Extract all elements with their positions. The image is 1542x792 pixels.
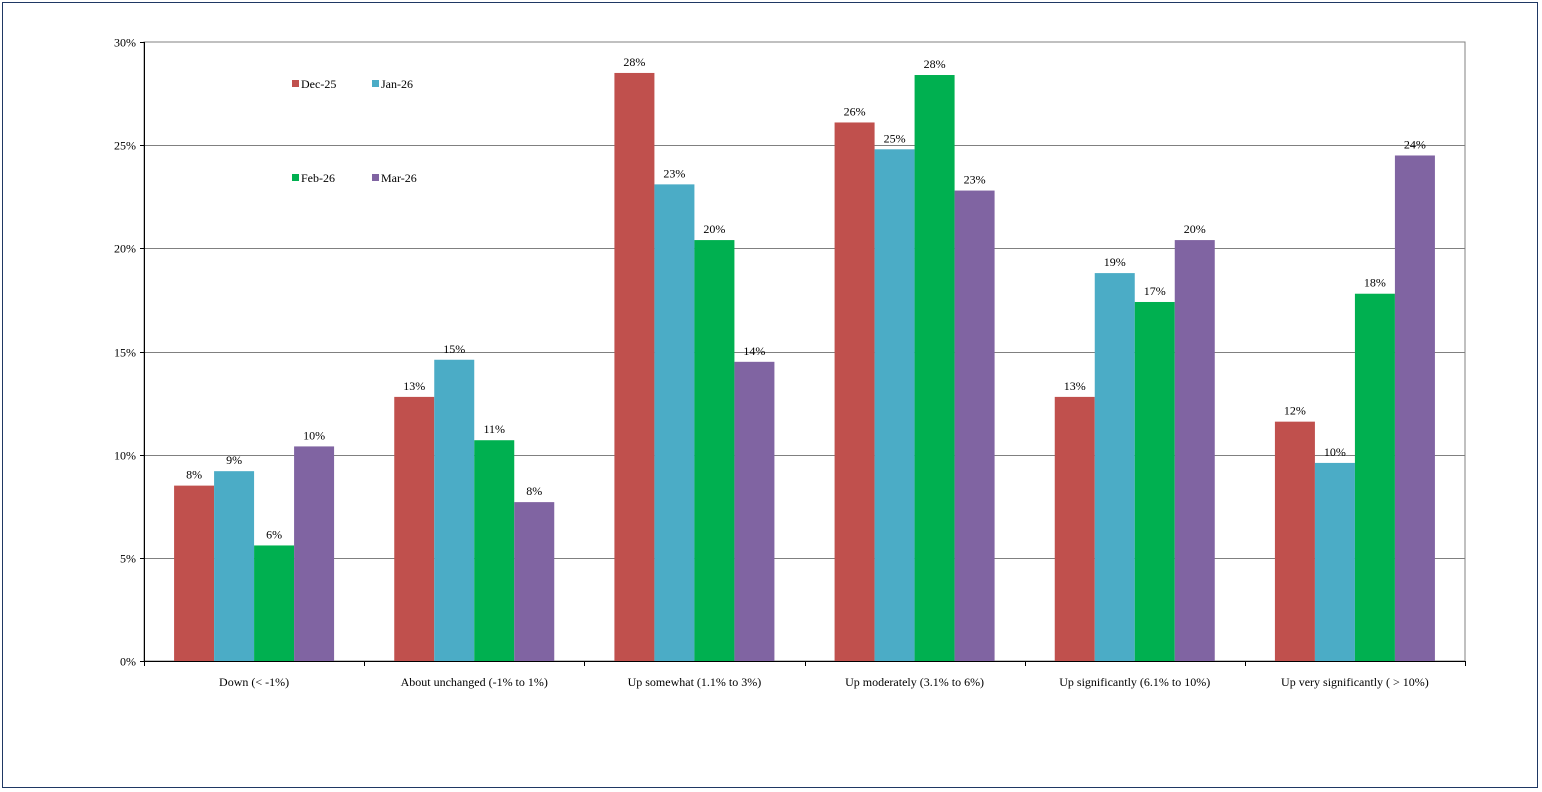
data-label: 10%	[303, 428, 325, 442]
bar-dec-25	[614, 72, 655, 661]
y-tick-label: 5%	[120, 552, 136, 566]
data-label: 9%	[226, 453, 242, 467]
data-label: 18%	[1364, 276, 1386, 290]
y-tick-label: 0%	[120, 655, 136, 669]
data-label: 8%	[526, 484, 542, 498]
bar-jan-26	[1314, 462, 1355, 661]
plot-area	[143, 41, 1466, 662]
bar-dec-25	[394, 396, 435, 661]
x-tick-label: Up significantly (6.1% to 10%)	[1059, 675, 1210, 689]
data-label: 23%	[663, 166, 685, 180]
legend-label: Mar-26	[381, 171, 417, 185]
data-label: 28%	[924, 57, 946, 71]
bar-feb-26	[914, 75, 955, 662]
data-label: 28%	[623, 55, 645, 69]
bar-mar-26	[1394, 155, 1435, 661]
x-tick-label: Down (< -1%)	[219, 675, 289, 689]
bar-mar-26	[1174, 240, 1215, 661]
data-label: 26%	[844, 104, 866, 118]
data-label: 15%	[443, 342, 465, 356]
bar-jan-26	[214, 471, 255, 661]
legend-swatch	[372, 174, 379, 181]
y-tick-label: 30%	[114, 36, 136, 50]
legend-swatch	[292, 174, 299, 181]
data-label: 6%	[266, 527, 282, 541]
bar-feb-26	[1134, 301, 1175, 661]
x-tick-label: Up somewhat (1.1% to 3%)	[628, 675, 762, 689]
data-label: 24%	[1404, 137, 1426, 151]
bar-dec-25	[1274, 421, 1315, 661]
legend-swatch	[372, 80, 379, 87]
data-label: 11%	[483, 422, 505, 436]
legend-label: Feb-26	[301, 171, 335, 185]
x-tick-label: Up moderately (3.1% to 6%)	[845, 675, 984, 689]
bar-dec-25	[834, 122, 875, 662]
data-label: 10%	[1324, 445, 1346, 459]
bar-dec-25	[174, 485, 215, 661]
x-tick-label: Up very significantly ( > 10%)	[1281, 675, 1429, 689]
y-tick-label: 15%	[114, 346, 136, 360]
bar-mar-26	[294, 446, 335, 661]
data-label: 8%	[186, 468, 202, 482]
y-tick-label: 25%	[114, 139, 136, 153]
data-label: 20%	[1184, 222, 1206, 236]
legend-label: Dec-25	[301, 77, 336, 91]
data-label: 19%	[1104, 255, 1126, 269]
bar-mar-26	[734, 361, 775, 661]
y-tick-label: 10%	[114, 449, 136, 463]
y-tick-label: 20%	[114, 242, 136, 256]
data-label: 25%	[884, 131, 906, 145]
data-label: 23%	[964, 173, 986, 187]
x-tick-label: About unchanged (-1% to 1%)	[401, 675, 548, 689]
bar-feb-26	[694, 240, 735, 661]
data-label: 17%	[1144, 284, 1166, 298]
bar-jan-26	[434, 359, 475, 661]
data-label: 20%	[703, 222, 725, 236]
data-label: 13%	[403, 379, 425, 393]
bar-feb-26	[1354, 293, 1395, 661]
bar-jan-26	[874, 149, 915, 661]
bar-feb-26	[474, 440, 515, 661]
data-label: 13%	[1064, 379, 1086, 393]
legend-label: Jan-26	[381, 77, 413, 91]
bar-mar-26	[954, 190, 995, 661]
bar-dec-25	[1054, 396, 1095, 661]
bar-mar-26	[514, 502, 555, 661]
data-label: 12%	[1284, 404, 1306, 418]
bar-feb-26	[254, 545, 295, 661]
legend-swatch	[292, 80, 299, 87]
bar-jan-26	[654, 184, 695, 661]
bar-jan-26	[1094, 273, 1135, 661]
data-label: 14%	[743, 344, 765, 358]
